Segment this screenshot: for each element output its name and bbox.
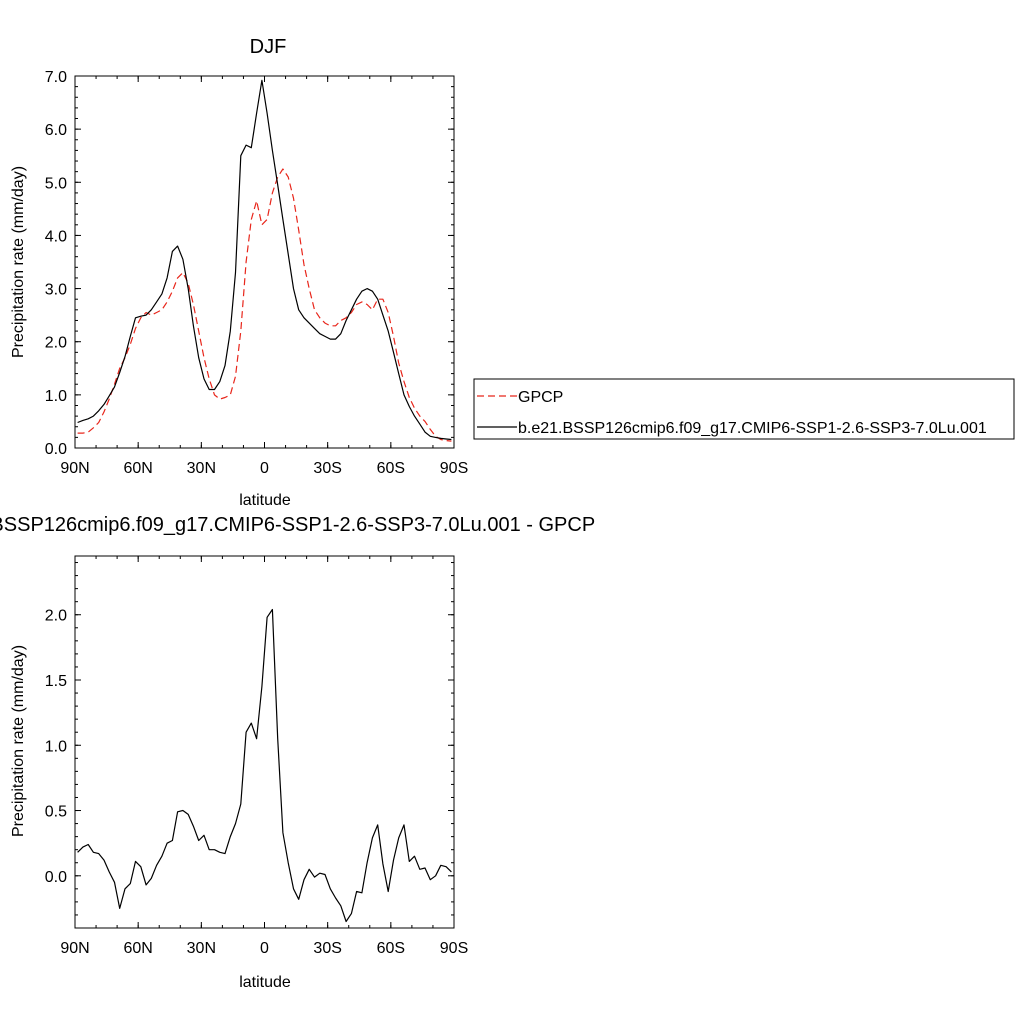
y-tick-label: 7.0 <box>45 69 67 86</box>
bottom-panel: b.e21.BSSP126cmip6.f09_g17.CMIP6-SSP1-2.… <box>0 514 595 991</box>
y-tick-label: 5.0 <box>45 175 67 192</box>
y-tick-label: 2.0 <box>45 608 67 625</box>
top-panel-x-tick-labels: 90N 60N 30N 0 30S 60S 90S <box>60 460 468 477</box>
x-tick-label: 60S <box>377 460 405 477</box>
y-tick-label: 1.0 <box>45 738 67 755</box>
x-tick-label: 0 <box>260 940 269 957</box>
top-panel-frame <box>74 75 455 449</box>
bottom-panel-x-tick-labels: 90N 60N 30N 0 30S 60S 90S <box>60 940 468 957</box>
gpcp-line <box>77 168 452 442</box>
y-tick-label: 0.0 <box>45 441 67 458</box>
y-tick-label: 0.0 <box>45 869 67 886</box>
top-panel-title: DJF <box>250 36 287 58</box>
y-tick-label: 1.5 <box>45 673 67 690</box>
series-line-0 <box>77 608 452 923</box>
bottom-panel-title: b.e21.BSSP126cmip6.f09_g17.CMIP6-SSP1-2.… <box>0 514 595 536</box>
top-panel-series <box>77 79 452 442</box>
y-tick-label: 3.0 <box>45 282 67 299</box>
bottom-panel-frame <box>74 555 455 929</box>
x-tick-label: 30N <box>187 460 216 477</box>
x-tick-label: 30N <box>187 940 216 957</box>
top-panel: DJF Precipitation rate (mm/day) latitude… <box>10 36 468 509</box>
top-panel-tick-marks <box>74 75 455 449</box>
top-panel-ylabel: Precipitation rate (mm/day) <box>10 166 27 358</box>
series-line-1 <box>77 79 452 441</box>
x-tick-label: 60N <box>123 460 152 477</box>
legend-gpcp-label: GPCP <box>518 389 563 406</box>
y-tick-label: 2.0 <box>45 335 67 352</box>
top-panel-xlabel: latitude <box>239 492 291 509</box>
bottom-panel-xlabel: latitude <box>239 974 291 991</box>
x-tick-label: 30S <box>313 460 341 477</box>
x-tick-label: 90S <box>440 940 468 957</box>
x-tick-label: 60N <box>123 940 152 957</box>
y-tick-label: 6.0 <box>45 122 67 139</box>
bottom-panel-y-tick-labels: 0.0 0.5 1.0 1.5 2.0 <box>45 608 67 886</box>
x-tick-label: 30S <box>313 940 341 957</box>
y-tick-label: 0.5 <box>45 804 67 821</box>
x-tick-label: 0 <box>260 460 269 477</box>
bottom-panel-series <box>77 608 452 923</box>
top-panel-y-tick-labels: 0.0 1.0 2.0 3.0 4.0 5.0 6.0 7.0 <box>45 69 67 458</box>
y-tick-label: 1.0 <box>45 388 67 405</box>
y-tick-label: 4.0 <box>45 228 67 245</box>
x-tick-label: 60S <box>377 940 405 957</box>
legend: GPCP b.e21.BSSP126cmip6.f09_g17.CMIP6-SS… <box>473 378 1015 440</box>
x-tick-label: 90S <box>440 460 468 477</box>
bottom-panel-ylabel: Precipitation rate (mm/day) <box>10 645 27 837</box>
bottom-panel-tick-marks <box>74 556 455 929</box>
legend-model-label: b.e21.BSSP126cmip6.f09_g17.CMIP6-SSP1-2.… <box>518 420 987 437</box>
legend-box <box>473 378 1015 440</box>
x-tick-label: 90N <box>60 460 89 477</box>
x-tick-label: 90N <box>60 940 89 957</box>
